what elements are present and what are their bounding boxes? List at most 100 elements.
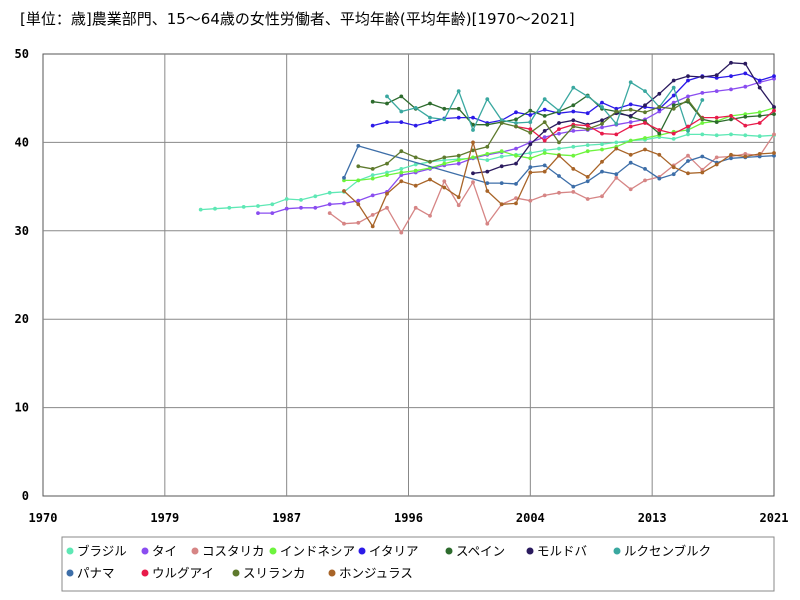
data-point: [385, 94, 389, 99]
legend-marker: [328, 569, 336, 577]
legend-label: スリランカ: [243, 566, 306, 581]
data-point: [600, 118, 604, 123]
data-point: [671, 93, 676, 98]
data-point: [614, 132, 619, 137]
data-point: [270, 211, 275, 216]
data-point: [413, 168, 418, 173]
data-point: [614, 172, 619, 177]
data-point: [729, 132, 733, 137]
data-point: [471, 155, 475, 160]
data-point: [499, 149, 504, 154]
legend-item: コスタリカ: [191, 544, 265, 559]
y-axis-ticks: 0 10 20 30 40 50: [15, 47, 29, 503]
data-point: [528, 130, 533, 135]
data-point: [557, 190, 561, 195]
data-point: [356, 178, 361, 183]
data-point: [686, 159, 690, 163]
data-point: [600, 100, 604, 105]
data-point: [385, 191, 389, 196]
data-point: [284, 197, 289, 201]
data-point: [198, 207, 203, 212]
legend-label: ウルグアイ: [152, 566, 214, 581]
legend-item: スリランカ: [232, 566, 306, 581]
x-tick-label: 2004: [516, 511, 545, 525]
data-point: [442, 155, 447, 160]
data-point: [743, 133, 748, 138]
data-point: [471, 128, 475, 132]
data-point: [356, 164, 361, 169]
data-point: [757, 121, 762, 125]
data-point: [542, 114, 547, 118]
data-point: [743, 154, 748, 159]
data-point: [643, 110, 647, 115]
data-point: [757, 85, 762, 90]
data-point: [628, 152, 633, 157]
data-point: [514, 117, 518, 122]
data-point: [456, 158, 461, 163]
legend-label: イタリア: [369, 544, 419, 559]
data-point: [772, 108, 776, 113]
data-point: [528, 127, 533, 131]
data-point: [299, 198, 303, 202]
data-point: [571, 109, 576, 114]
data-point: [485, 144, 490, 149]
data-point: [571, 124, 576, 129]
data-point: [256, 204, 260, 208]
legend-item: モルドバ: [526, 544, 587, 559]
data-point: [442, 117, 447, 122]
legend-label: スペイン: [456, 544, 505, 559]
x-tick-label: 1987: [272, 511, 301, 525]
data-point: [657, 131, 662, 136]
data-point: [757, 114, 762, 118]
data-point: [757, 110, 762, 115]
x-axis-ticks: 1970 1979 1987 1996 2004 2013 2021: [29, 511, 789, 525]
data-point: [686, 171, 690, 176]
data-point: [471, 140, 475, 145]
data-point: [485, 181, 490, 186]
data-point: [643, 121, 647, 125]
data-point: [657, 91, 662, 96]
data-point: [585, 197, 590, 201]
data-point: [327, 202, 332, 207]
data-point: [514, 161, 518, 166]
legend-marker: [358, 547, 366, 555]
data-point: [399, 120, 404, 124]
data-point: [342, 189, 346, 193]
data-point: [628, 187, 633, 192]
data-point: [342, 175, 346, 180]
grid-lines: [43, 54, 774, 496]
series-1: [256, 76, 776, 216]
data-point: [700, 132, 705, 137]
y-tick-label: 30: [15, 224, 29, 238]
data-point: [743, 123, 748, 128]
data-point: [514, 153, 518, 158]
data-point: [370, 176, 375, 181]
data-point: [542, 129, 547, 133]
data-point: [356, 144, 361, 148]
data-point: [542, 193, 547, 198]
data-point: [585, 179, 590, 184]
data-point: [499, 164, 504, 169]
data-point: [442, 185, 447, 190]
data-point: [313, 194, 318, 199]
data-point: [585, 111, 590, 116]
data-point: [757, 78, 762, 83]
data-point: [729, 60, 733, 65]
data-point: [542, 138, 547, 143]
legend-marker: [445, 547, 453, 555]
data-point: [628, 124, 633, 129]
data-point: [729, 74, 733, 78]
chart-title: [単位：歳]農業部門、15～64歳の女性労働者、平均年齢(平均年齢)[1970～…: [20, 10, 575, 28]
data-point: [485, 169, 490, 174]
data-point: [528, 108, 533, 113]
data-point: [542, 107, 547, 112]
data-point: [614, 175, 619, 180]
legend-marker: [141, 547, 149, 555]
data-point: [643, 89, 647, 93]
data-point: [628, 120, 633, 124]
data-point: [700, 121, 705, 125]
data-point: [643, 147, 647, 152]
data-point: [600, 131, 604, 136]
data-point: [700, 170, 705, 175]
